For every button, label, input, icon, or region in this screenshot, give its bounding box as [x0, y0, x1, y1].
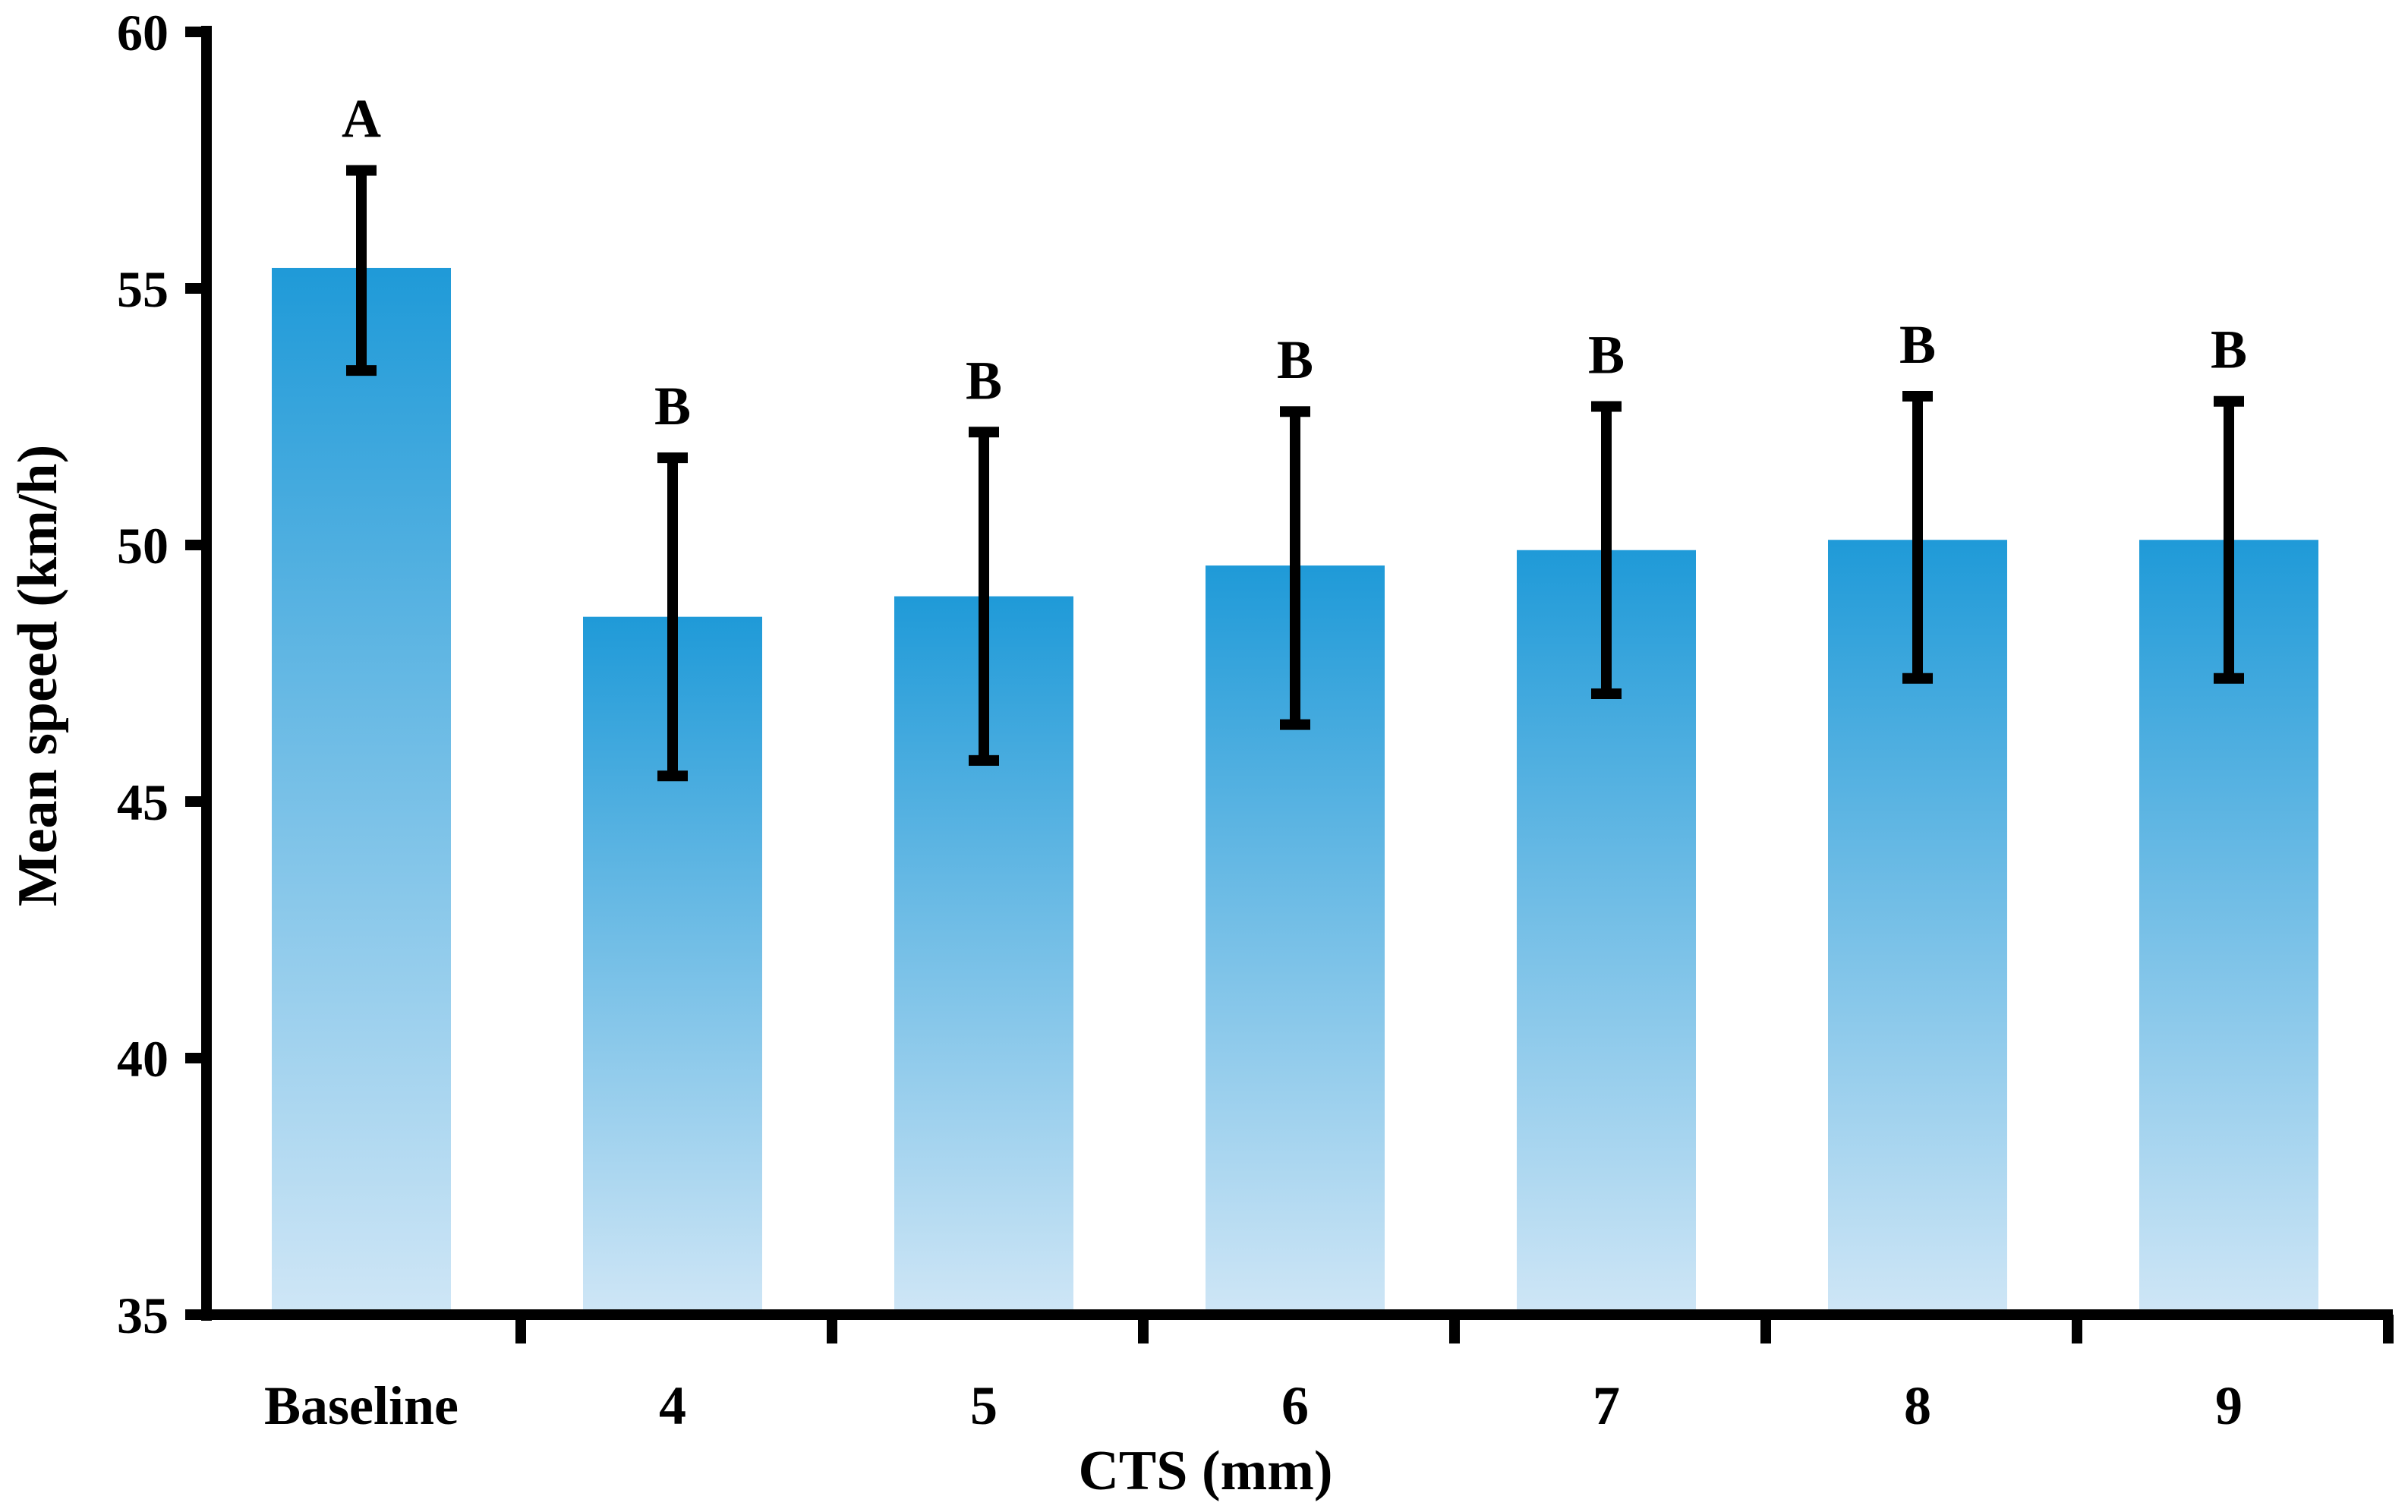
y-tick-label-2: 45 [117, 773, 169, 831]
significance-label-0: A [342, 89, 381, 150]
significance-labels-layer: A B B B B B B [342, 89, 2247, 437]
x-tick-label-3: 6 [1281, 1375, 1309, 1436]
y-tick-label-5: 60 [117, 4, 169, 61]
significance-label-2: B [966, 350, 1002, 411]
significance-label-5: B [1899, 314, 1936, 375]
x-tick-label-2: 5 [970, 1375, 998, 1436]
axes-layer [185, 26, 2394, 1343]
x-tick-label-4: 7 [1593, 1375, 1620, 1436]
x-axis-title: CTS (mm) [1078, 1440, 1332, 1502]
significance-label-3: B [1277, 329, 1313, 390]
y-tick-label-1: 40 [117, 1030, 169, 1088]
error-bars-layer [346, 165, 2244, 782]
y-tick-label-0: 35 [117, 1287, 169, 1344]
y-axis-title: Mean speed (km/h) [7, 445, 69, 906]
bar-0 [272, 267, 451, 1315]
y-tick-label-4: 55 [117, 260, 169, 318]
x-tick-label-1: 4 [659, 1375, 686, 1436]
x-tick-label-6: 9 [2215, 1375, 2243, 1436]
significance-label-6: B [2211, 320, 2247, 380]
x-tick-label-5: 8 [1904, 1375, 1931, 1436]
significance-label-4: B [1588, 324, 1625, 385]
significance-label-1: B [654, 376, 691, 436]
y-tick-label-3: 50 [117, 517, 169, 575]
x-tick-label-0: Baseline [264, 1375, 459, 1436]
